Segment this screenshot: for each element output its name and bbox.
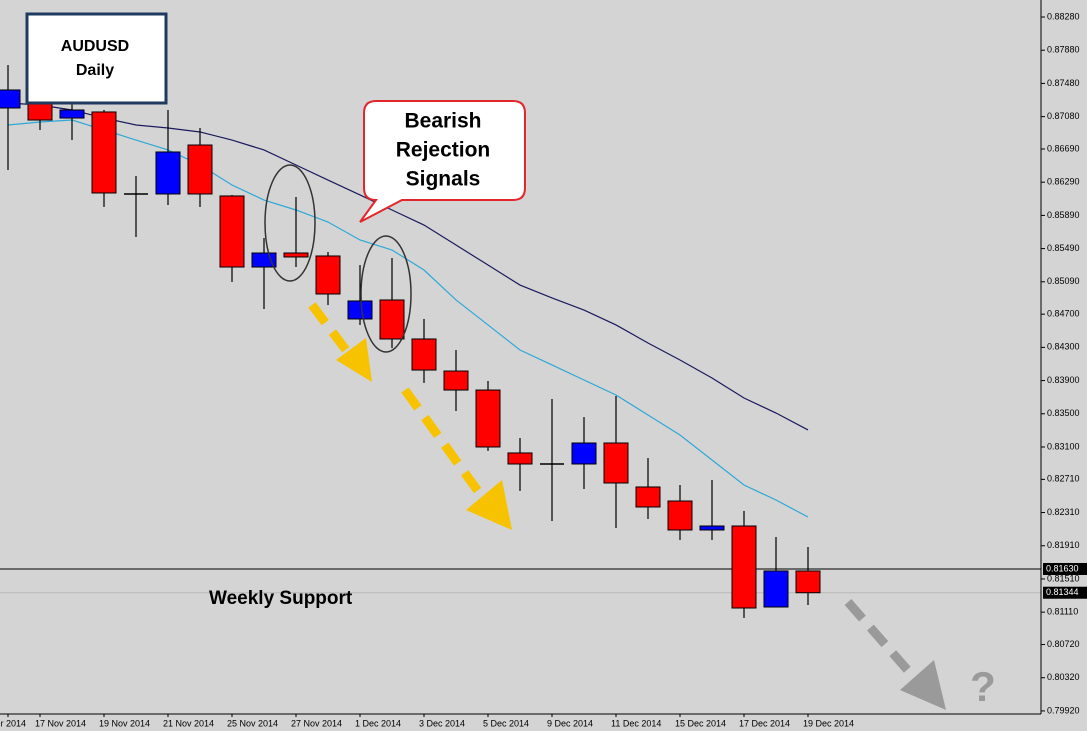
- callout: [359, 100, 526, 223]
- x-tick-label: 27 Nov 2014: [291, 718, 342, 728]
- y-tick-label: 0.85890: [1047, 210, 1080, 220]
- candle-body: [411, 338, 437, 371]
- candle-body: [667, 500, 693, 531]
- candle-body: [315, 255, 341, 295]
- y-tick-label: 0.80320: [1047, 672, 1080, 682]
- y-tick-label: 0.85090: [1047, 276, 1080, 286]
- candle-body: [475, 389, 501, 448]
- trend-arrow: [308, 302, 492, 508]
- candle-body: [763, 570, 789, 608]
- arrow-head: [900, 660, 946, 710]
- callout-text: Bearish: [404, 110, 481, 133]
- x-tick-label: 25 Nov 2014: [227, 718, 278, 728]
- price-label: 0.81630: [1046, 563, 1079, 573]
- y-tick-label: 0.85490: [1047, 243, 1080, 253]
- y-tick-label: 0.83500: [1047, 408, 1080, 418]
- projection-arrow: [844, 599, 929, 693]
- candle-body: [187, 144, 213, 195]
- y-tick-label: 0.81510: [1047, 573, 1080, 583]
- moving-average: [7, 119, 809, 518]
- candle-body: [0, 89, 21, 109]
- highlight-circle: [360, 235, 412, 353]
- candle-body: [731, 525, 757, 609]
- price-label-bg: [1043, 586, 1087, 599]
- x-tick-label: 5 Dec 2014: [483, 718, 529, 728]
- candle-body: [795, 570, 821, 594]
- x-tick-label: 19 Nov 2014: [99, 718, 150, 728]
- x-tick-label: 11 Dec 2014: [611, 718, 661, 728]
- chart-title: AUDUSD: [61, 38, 129, 55]
- x-tick-label: 9 Dec 2014: [547, 718, 593, 728]
- candle-body: [219, 195, 245, 268]
- price-label: 0.81344: [1046, 587, 1079, 597]
- candle-body: [283, 252, 309, 258]
- x-tick-label: 1 Dec 2014: [355, 718, 401, 728]
- x-tick-label: 3 Dec 2014: [419, 718, 465, 728]
- question-mark: ?: [970, 663, 996, 710]
- y-tick-label: 0.84300: [1047, 342, 1080, 352]
- candle-body: [571, 442, 597, 465]
- chart-subtitle: Daily: [76, 62, 114, 79]
- candle-body: [91, 111, 117, 194]
- candle-body: [507, 452, 533, 465]
- x-tick-label: r 2014: [0, 718, 26, 728]
- y-tick-label: 0.79920: [1047, 705, 1080, 715]
- y-tick-label: 0.86290: [1047, 177, 1080, 187]
- candle-body: [59, 109, 85, 119]
- y-tick-label: 0.86690: [1047, 143, 1080, 153]
- candle-body: [347, 300, 373, 320]
- y-tick-label: 0.84700: [1047, 309, 1080, 319]
- y-tick-label: 0.80720: [1047, 639, 1080, 649]
- y-tick-label: 0.81910: [1047, 540, 1080, 550]
- candle-body: [443, 370, 469, 391]
- candle-body: [155, 151, 181, 195]
- y-tick-label: 0.87480: [1047, 78, 1080, 88]
- moving-average: [7, 102, 809, 431]
- candle-body: [699, 525, 725, 531]
- candle-body: [603, 442, 629, 484]
- x-tick-label: 19 Dec 2014: [803, 718, 854, 728]
- highlight-circle: [264, 164, 316, 282]
- callout-text: Rejection: [396, 139, 491, 162]
- y-tick-label: 0.83100: [1047, 441, 1080, 451]
- candle-body: [635, 486, 661, 508]
- y-tick-label: 0.81110: [1047, 607, 1078, 617]
- x-tick-label: 17 Dec 2014: [739, 718, 790, 728]
- arrow-head: [336, 338, 372, 382]
- y-tick-label: 0.82310: [1047, 507, 1080, 517]
- callout-text: Signals: [406, 168, 481, 191]
- title-box: [25, 12, 168, 105]
- support-label: Weekly Support: [209, 588, 353, 609]
- x-tick-label: 15 Dec 2014: [675, 718, 726, 728]
- y-tick-label: 0.88280: [1047, 11, 1080, 21]
- candle-body: [379, 299, 405, 340]
- x-tick-label: 17 Nov 2014: [35, 718, 86, 728]
- y-tick-label: 0.83900: [1047, 375, 1080, 385]
- y-tick-label: 0.87880: [1047, 45, 1080, 55]
- y-tick-label: 0.87080: [1047, 111, 1080, 121]
- y-tick-label: 0.82710: [1047, 474, 1080, 484]
- x-tick-label: 21 Nov 2014: [163, 718, 214, 728]
- arrow-head: [466, 480, 512, 530]
- price-label-bg: [1043, 562, 1087, 575]
